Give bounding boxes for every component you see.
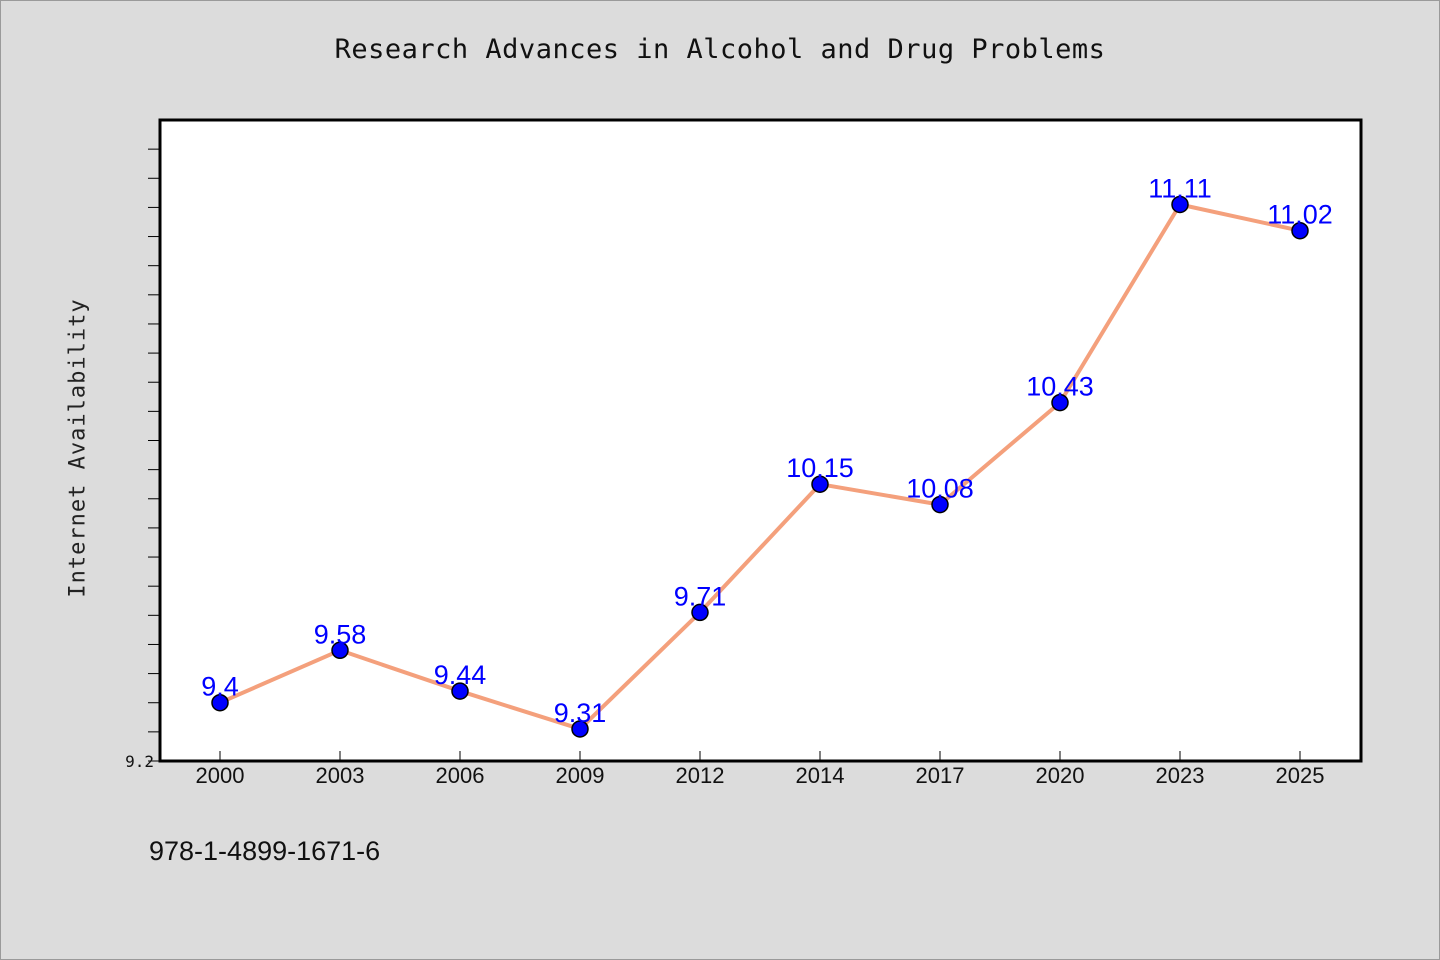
- data-label: 9.31: [554, 698, 607, 728]
- data-label: 9.4: [201, 672, 239, 702]
- x-tick-label: 2020: [1036, 763, 1085, 788]
- series-group: [211, 195, 1309, 738]
- x-tick-label: 2014: [796, 763, 845, 788]
- data-point: [331, 641, 349, 660]
- data-point: [571, 720, 589, 738]
- x-tick-label: 2017: [916, 763, 965, 788]
- data-label: 10.08: [906, 474, 974, 504]
- x-tick-label: 2009: [556, 763, 605, 788]
- data-point: [211, 693, 229, 712]
- data-point: [451, 682, 469, 700]
- x-tick-label: 2000: [196, 763, 245, 788]
- isbn-footer: 978-1-4899-1671-6: [149, 836, 381, 866]
- data-point: [1051, 393, 1069, 412]
- y-tick-label: 9.2: [125, 752, 154, 771]
- data-label: 10.43: [1026, 372, 1094, 402]
- data-point: [1291, 221, 1309, 240]
- chart-title: Research Advances in Alcohol and Drug Pr…: [334, 34, 1106, 65]
- data-label: 11.11: [1148, 173, 1212, 203]
- data-label: 9.44: [434, 660, 487, 690]
- x-axis-ticks: 2000 2003 2006 2009 2012 2014 2017 2020 2023 2025: [196, 751, 1325, 788]
- x-tick-label: 2025: [1276, 763, 1325, 788]
- data-label: 10.15: [786, 453, 854, 483]
- plot-area: [158, 118, 1363, 763]
- x-tick-label: 2006: [436, 763, 485, 788]
- series-line: [219, 202, 1301, 731]
- data-label: 9.58: [314, 619, 367, 649]
- x-tick-label: 2012: [676, 763, 725, 788]
- data-labels: 9.4 9.58 9.44 9.31 9.71 10.15 10.08 10.43 11.11 1…: [201, 173, 1333, 727]
- x-tick-label: 2003: [316, 763, 365, 788]
- x-tick-label: 2023: [1156, 763, 1205, 788]
- data-label: 11.02: [1267, 200, 1333, 230]
- data-label: 9.71: [674, 581, 727, 611]
- data-point: [691, 603, 709, 622]
- data-point: [931, 495, 949, 514]
- data-point: [1171, 195, 1189, 214]
- data-point: [811, 475, 829, 493]
- y-axis-ticks: 9.2: [125, 148, 160, 771]
